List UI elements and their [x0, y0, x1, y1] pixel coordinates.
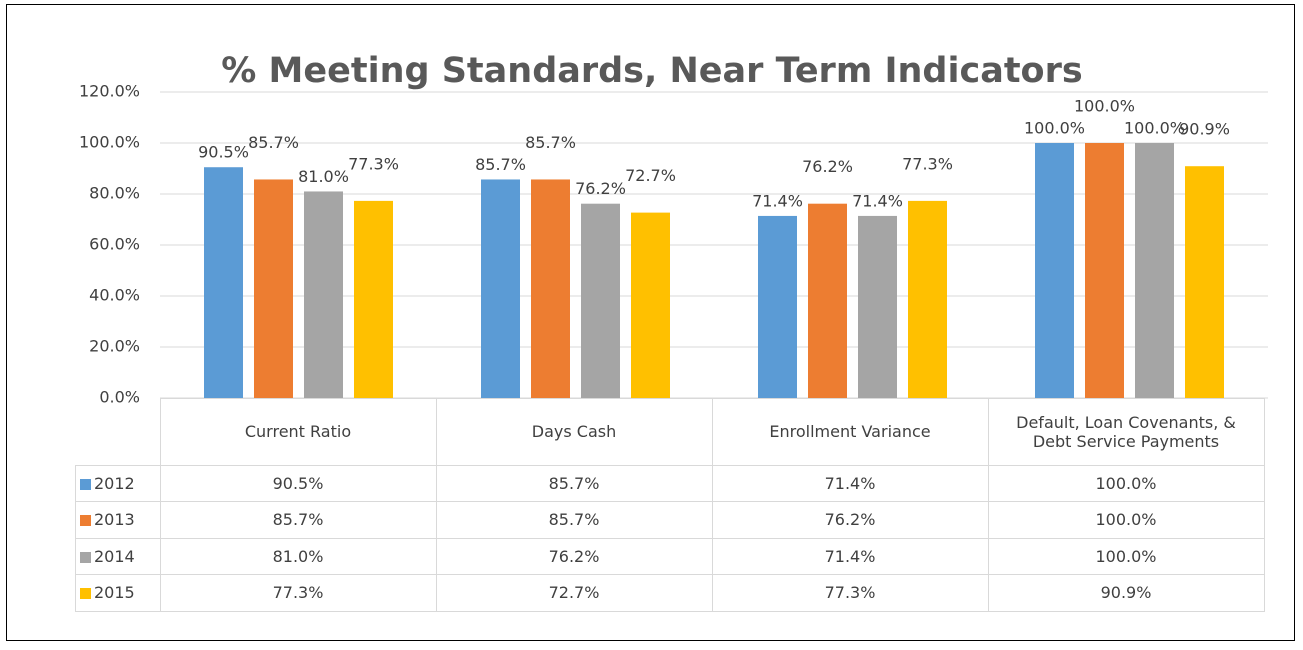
table-row: 2013 85.7% 85.7% 76.2% 100.0% [75, 501, 1265, 539]
y-tick-label: 60.0% [89, 235, 140, 254]
category-label: Default, Loan Covenants, & Debt Service … [987, 398, 1265, 466]
category-label: Days Cash [435, 398, 713, 466]
table-corner [75, 398, 161, 466]
data-label: 85.7% [525, 133, 576, 152]
legend-swatch [80, 515, 91, 527]
legend-label: 2013 [94, 510, 135, 530]
bar [1135, 143, 1174, 398]
category-label: Enrollment Variance [711, 398, 989, 466]
table-cell: 77.3% [159, 574, 437, 612]
y-tick-label: 120.0% [79, 82, 140, 101]
bar [254, 179, 293, 398]
table-cell: 85.7% [435, 464, 713, 502]
table-cell: 100.0% [987, 464, 1265, 502]
table-cell: 76.2% [711, 501, 989, 539]
data-label: 85.7% [248, 133, 299, 152]
legend-label: 2015 [94, 583, 135, 603]
bar [631, 212, 670, 398]
bar [758, 215, 797, 398]
legend-swatch [80, 551, 91, 563]
data-label: 100.0% [1024, 119, 1085, 138]
legend-cell: 2013 [75, 501, 161, 539]
table-cell: 100.0% [987, 501, 1265, 539]
data-label: 100.0% [1124, 119, 1185, 138]
legend-cell: 2015 [75, 574, 161, 612]
legend-cell: 2012 [75, 464, 161, 502]
bar [1185, 166, 1224, 398]
table-cell: 90.5% [159, 464, 437, 502]
category-label: Current Ratio [159, 398, 437, 466]
table-cell: 71.4% [711, 464, 989, 502]
table-cell: 77.3% [711, 574, 989, 612]
chart-title: % Meeting Standards, Near Term Indicator… [221, 51, 1082, 91]
table-cell: 76.2% [435, 537, 713, 575]
chart-frame [6, 4, 1295, 641]
data-label: 81.0% [298, 167, 349, 186]
table-cell: 85.7% [435, 501, 713, 539]
table-cell: 71.4% [711, 537, 989, 575]
y-tick-label: 80.0% [89, 184, 140, 203]
data-label: 90.5% [198, 143, 249, 162]
bar [481, 179, 520, 398]
data-label: 100.0% [1074, 97, 1135, 116]
bar [354, 200, 393, 398]
y-tick-label: 100.0% [79, 133, 140, 152]
y-tick-label: 40.0% [89, 286, 140, 305]
bar [808, 203, 847, 398]
data-label: 90.9% [1179, 120, 1230, 139]
table-header-row: Current Ratio Days Cash Enrollment Varianc… [75, 398, 1265, 466]
table-row: 2014 81.0% 76.2% 71.4% 100.0% [75, 537, 1265, 575]
bar [304, 191, 343, 398]
data-label: 76.2% [575, 179, 626, 198]
table-cell: 72.7% [435, 574, 713, 612]
table-cell: 81.0% [159, 537, 437, 575]
table-cell: 90.9% [987, 574, 1265, 612]
table-row: 2012 90.5% 85.7% 71.4% 100.0% [75, 464, 1265, 502]
data-label: 85.7% [475, 155, 526, 174]
table-row: 2015 77.3% 72.7% 77.3% 90.9% [75, 574, 1265, 612]
bar [1085, 143, 1124, 398]
legend-swatch [80, 588, 91, 600]
data-label: 71.4% [752, 191, 803, 210]
bar [581, 203, 620, 398]
data-label: 71.4% [852, 191, 903, 210]
table-cell: 85.7% [159, 501, 437, 539]
legend-swatch [80, 478, 91, 490]
y-tick-label: 20.0% [89, 337, 140, 356]
legend-label: 2014 [94, 546, 135, 566]
table-cell: 100.0% [987, 537, 1265, 575]
data-label: 76.2% [802, 157, 853, 176]
data-table: Current Ratio Days Cash Enrollment Varianc… [75, 398, 1265, 612]
data-label: 77.3% [348, 154, 399, 173]
legend-label: 2012 [94, 473, 135, 493]
bar [1035, 143, 1074, 398]
bar [531, 179, 570, 398]
bar [858, 215, 897, 398]
bar [204, 167, 243, 398]
data-label: 72.7% [625, 166, 676, 185]
data-label: 77.3% [902, 154, 953, 173]
bar [908, 200, 947, 398]
legend-cell: 2014 [75, 537, 161, 575]
